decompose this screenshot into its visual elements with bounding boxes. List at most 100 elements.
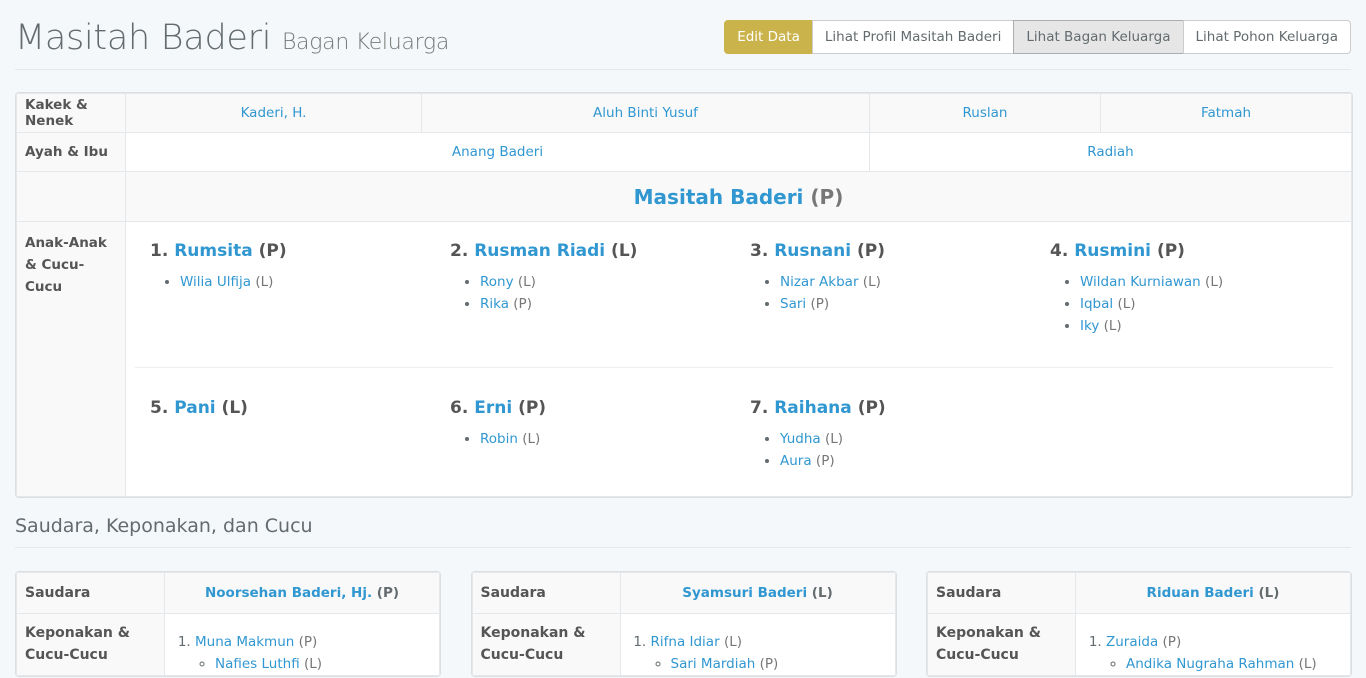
nephew-link[interactable]: Zuraida xyxy=(1106,634,1159,650)
list-item: Rika (P) xyxy=(480,293,750,315)
grandchild-link[interactable]: Nizar Akbar xyxy=(780,274,859,290)
child-sex: (L) xyxy=(611,241,638,261)
grandparent-link[interactable]: Ruslan xyxy=(962,105,1008,121)
grandchild-sex: (L) xyxy=(1205,274,1224,290)
child-heading: 2. Rusman Riadi (L) xyxy=(450,241,750,261)
grandchild-sex: (L) xyxy=(824,431,844,447)
sibling-card: Saudara Syamsuri Baderi (L) Keponakan & C… xyxy=(470,571,897,677)
child-number: 4. xyxy=(1050,241,1069,261)
child-card: 2. Rusman Riadi (L)Rony (L)Rika (P) xyxy=(450,241,750,337)
child-heading: 6. Erni (P) xyxy=(450,398,750,418)
list-item: Wilia Ulfija (L) xyxy=(180,271,450,293)
child-card: 5. Pani (L) xyxy=(150,398,450,472)
list-item: Sari Mardiah (P) xyxy=(671,653,895,675)
grandchildren-list: Wilia Ulfija (L) xyxy=(150,271,450,293)
child-link[interactable]: Rusnani xyxy=(774,241,852,261)
sibling-link[interactable]: Riduan Baderi xyxy=(1146,585,1254,601)
action-buttons: Edit Data Lihat Profil Masitah Baderi Li… xyxy=(724,20,1351,54)
sibling-link[interactable]: Noorsehan Baderi, Hj. xyxy=(204,585,373,601)
grandchild-link[interactable]: Sari xyxy=(780,296,807,312)
grandchild-link[interactable]: Rony xyxy=(480,274,514,290)
view-family-tree-button[interactable]: Lihat Pohon Keluarga xyxy=(1182,20,1351,54)
parents-label: Ayah & Ibu xyxy=(16,132,126,172)
self-link[interactable]: Masitah Baderi xyxy=(633,184,804,209)
list-item: Rony (L) xyxy=(480,271,750,293)
father-link[interactable]: Anang Baderi xyxy=(451,144,544,160)
grandchild-link[interactable]: Wildan Kurniawan xyxy=(1080,274,1201,290)
mother-link[interactable]: Radiah xyxy=(1087,144,1134,160)
grandparent-link[interactable]: Kaderi, H. xyxy=(240,105,307,121)
child-number: 1. xyxy=(150,241,169,261)
grandchildren-list: Wildan Kurniawan (L)Iqbal (L)Iky (L) xyxy=(1050,271,1350,337)
child-link[interactable]: Erni xyxy=(474,398,513,418)
children-grid: 1. Rumsita (P)Wilia Ulfija (L)2. Rusman … xyxy=(127,223,1350,472)
list-item: Zuraida (P) Andika Nugraha Rahman (L) xyxy=(1106,631,1350,675)
grandchild-link[interactable]: Aura xyxy=(780,453,812,469)
list-item: Nafies Luthfi (L) xyxy=(215,653,439,675)
grandchild-sex: (P) xyxy=(815,453,835,469)
grandnephew-sex: (P) xyxy=(759,656,779,672)
grandparents-label: Kakek & Nenek xyxy=(16,93,126,133)
child-number: 3. xyxy=(750,241,769,261)
child-card: 1. Rumsita (P) Wilia Ulfija (L) xyxy=(150,241,450,337)
nephew-sex: (P) xyxy=(298,634,318,650)
grandchildren-list: Yudha (L) Aura (P) xyxy=(750,428,1050,472)
grandparent-link[interactable]: Aluh Binti Yusuf xyxy=(593,105,698,121)
nephew-link[interactable]: Rifna Idiar xyxy=(650,634,720,650)
child-link[interactable]: Pani xyxy=(174,398,216,418)
sibling-sex: (L) xyxy=(1258,585,1280,601)
child-card: 6. Erni (P)Robin (L) xyxy=(450,398,750,472)
siblings-section-title: Saudara, Keponakan, dan Cucu xyxy=(15,515,1351,548)
grandchild-link[interactable]: Rika xyxy=(480,296,509,312)
grandchild-link[interactable]: Robin xyxy=(480,431,518,447)
grandchild-sex: (P) xyxy=(513,296,532,312)
child-heading: 1. Rumsita (P) xyxy=(150,241,450,261)
grandparent-link[interactable]: Fatmah xyxy=(1200,105,1252,121)
nephew-sex: (P) xyxy=(1162,634,1182,650)
list-item: Andika Nugraha Rahman (L) xyxy=(1126,653,1350,675)
child-link[interactable]: Rusmini xyxy=(1074,241,1152,261)
grandnephew-link[interactable]: Nafies Luthfi xyxy=(215,656,300,672)
sibling-label: Saudara xyxy=(16,572,165,614)
child-number: 7. xyxy=(750,398,769,418)
sibling-label: Saudara xyxy=(471,572,621,614)
grandnephew-link[interactable]: Andika Nugraha Rahman xyxy=(1126,656,1295,672)
nephew-list: Rifna Idiar (L) Sari Mardiah (P) xyxy=(631,631,895,675)
view-profile-button[interactable]: Lihat Profil Masitah Baderi xyxy=(811,20,1015,54)
child-sex: (P) xyxy=(258,241,287,261)
child-number: 2. xyxy=(450,241,469,261)
grandchild-sex: (L) xyxy=(862,274,881,290)
grandchild-link[interactable]: Iky xyxy=(1080,318,1100,334)
self-sex: (P) xyxy=(810,184,844,209)
list-item: Sari (P) xyxy=(780,293,1050,315)
edit-data-button[interactable]: Edit Data xyxy=(724,20,813,54)
child-sex: (P) xyxy=(1156,241,1185,261)
child-card: 3. Rusnani (P)Nizar Akbar (L)Sari (P) xyxy=(750,241,1050,337)
child-link[interactable]: Rumsita xyxy=(174,241,253,261)
list-item: Muna Makmun (P) Nafies Luthfi (L) xyxy=(195,631,439,675)
grandnephew-sex: (L) xyxy=(1298,656,1317,672)
child-link[interactable]: Rusman Riadi xyxy=(474,241,606,261)
grandchild-link[interactable]: Wilia Ulfija xyxy=(180,274,252,290)
nephew-sex: (L) xyxy=(723,634,742,650)
child-heading: 4. Rusmini (P) xyxy=(1050,241,1350,261)
grandchild-link[interactable]: Yudha xyxy=(780,431,821,447)
grandchild-sex: (L) xyxy=(1103,318,1122,334)
children-label: Anak-Anak & Cucu-Cucu xyxy=(16,221,126,497)
list-item: Iky (L) xyxy=(1080,315,1350,337)
view-family-chart-button[interactable]: Lihat Bagan Keluarga xyxy=(1013,20,1184,54)
child-link[interactable]: Raihana xyxy=(774,398,852,418)
grandchild-link[interactable]: Iqbal xyxy=(1080,296,1114,312)
sibling-link[interactable]: Syamsuri Baderi xyxy=(682,585,808,601)
nephew-list: Muna Makmun (P) Nafies Luthfi (L) xyxy=(175,631,439,675)
grandnephew-sex: (L) xyxy=(304,656,323,672)
grandnephew-link[interactable]: Sari Mardiah xyxy=(670,656,756,672)
nephews-label: Keponakan & Cucu-Cucu xyxy=(471,613,621,676)
child-number: 5. xyxy=(150,398,169,418)
family-chart-table: Kakek & Nenek Kaderi, H. Aluh Binti Yusu… xyxy=(15,92,1353,498)
nephews-label: Keponakan & Cucu-Cucu xyxy=(16,613,165,676)
nephew-link[interactable]: Muna Makmun xyxy=(195,634,295,650)
grandchildren-list: Nizar Akbar (L) Sari (P) xyxy=(750,271,1050,315)
list-item: Yudha (L) xyxy=(780,428,1050,450)
child-sex: (P) xyxy=(857,398,886,418)
